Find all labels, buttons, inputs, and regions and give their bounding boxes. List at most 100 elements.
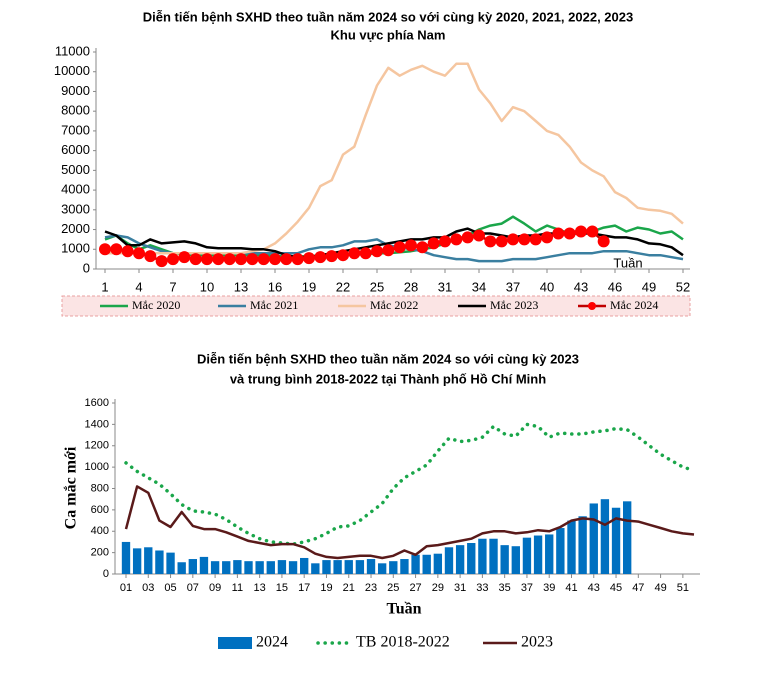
x-tick-label: 13 [234,279,248,294]
data-point [337,249,349,262]
data-point [178,251,191,264]
bar [589,503,598,574]
y-tick-label: 10000 [54,63,90,78]
legend-label: Mắc 2024 [610,298,658,312]
legend-label: Mắc 2022 [370,298,418,312]
bar [411,554,420,574]
data-point [461,231,474,244]
y-tick-label: 5000 [61,162,90,177]
bar [277,560,287,574]
x-tick-label: 43 [574,279,588,294]
data-point [484,235,497,248]
x-tick-label: 45 [610,582,622,594]
y-tick-label: 6000 [61,142,90,157]
y-tick-label: 4000 [61,182,90,197]
data-point [212,253,225,266]
bar [210,561,220,574]
data-point [541,231,553,244]
bar [333,560,342,574]
y-tick-label: 1400 [85,418,109,430]
data-point [291,253,304,266]
legend-box [61,295,691,317]
bar [545,534,554,574]
data-point [427,237,440,250]
chart-title: Diễn tiến bệnh SXHD theo tuần năm 2024 s… [143,9,633,24]
x-tick-label: 46 [608,279,622,294]
y-tick-label: 800 [91,482,109,494]
data-point [303,252,315,265]
bar [489,538,498,574]
x-tick-label: 25 [370,279,384,294]
y-tick-label: 3000 [61,201,90,216]
bar [377,563,387,574]
bar [533,535,543,574]
x-tick-label: 37 [521,582,533,594]
x-tick-label: 19 [320,582,332,594]
y-axis-label: Ca mắc mới [63,446,80,529]
x-tick-label: 52 [676,279,690,294]
data-point [133,247,145,260]
bar [366,559,376,574]
y-tick-label: 1600 [85,397,109,409]
x-tick-label: 28 [404,279,418,294]
data-point [99,243,111,256]
data-point [201,253,213,266]
bar [623,501,632,574]
y-tick-label: 2000 [61,221,90,236]
y-tick-label: 0 [83,260,90,275]
bar [556,528,565,574]
y-tick-label: 9000 [61,83,90,98]
bar [444,547,454,574]
y-tick-label: 1000 [61,241,90,256]
data-point [144,250,157,263]
bar [244,561,253,574]
x-tick-label: 1 [101,279,108,294]
bar [266,561,275,574]
x-tick-label: 31 [454,582,466,594]
x-tick-label: 35 [499,582,511,594]
bar [355,560,365,574]
x-tick-label: 43 [588,582,600,594]
y-tick-label: 600 [91,504,109,516]
x-axis-label: Tuần [387,601,422,618]
series-line [105,62,684,255]
data-point [393,241,406,254]
bar [400,559,409,574]
legend-label: 2024 [256,634,288,651]
series-line [124,422,696,546]
data-point [575,225,587,238]
x-tick-label: 40 [540,279,554,294]
bar [500,545,509,574]
data-point [371,245,383,258]
x-tick-label: 23 [365,582,377,594]
x-tick-label: 07 [187,582,199,594]
x-tick-label: 10 [200,279,214,294]
bar [222,561,231,574]
data-point [223,253,236,266]
data-point [269,253,281,266]
x-tick-label: 39 [543,582,555,594]
y-tick-label: 1200 [85,440,109,452]
bar [144,547,153,574]
data-point [155,255,168,268]
legend-label: Mắc 2021 [250,298,298,312]
bar [478,538,487,574]
bar [578,516,587,574]
data-point [110,243,123,256]
data-point [359,247,372,260]
x-tick-label: 16 [268,279,282,294]
data-point [529,233,542,246]
y-tick-label: 11000 [55,43,90,58]
x-tick-label: 27 [409,582,421,594]
data-point [189,253,202,266]
x-tick-label: 47 [632,582,644,594]
bar [288,561,298,574]
chart-subtitle: Khu vực phía Nam [331,27,446,42]
x-tick-label: 41 [565,582,577,594]
legend-swatch [218,637,252,649]
bar [199,556,209,574]
x-tick-label: 22 [336,279,350,294]
bar [233,560,242,574]
y-tick-label: 7000 [61,122,90,137]
x-tick-label: 29 [432,582,444,594]
